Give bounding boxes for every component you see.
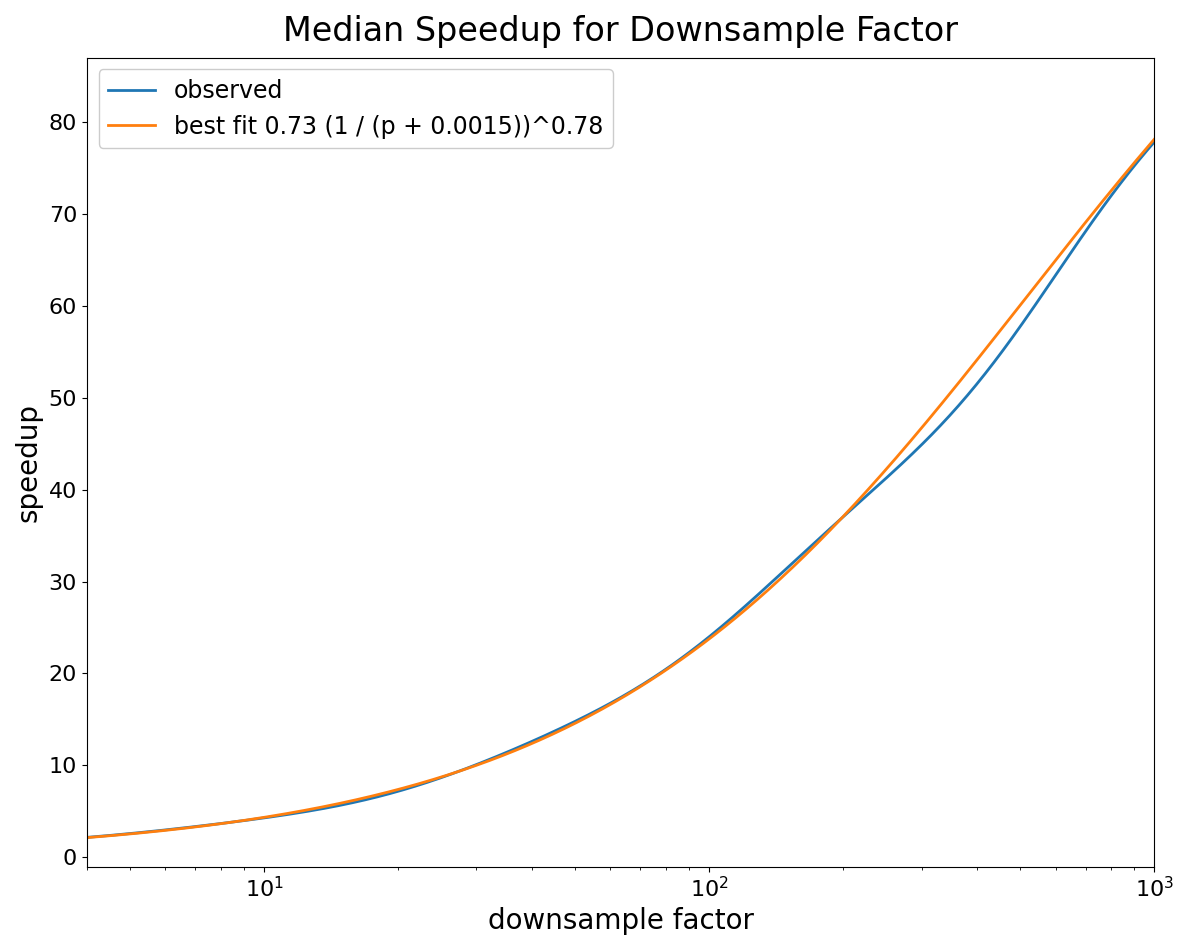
observed	[562, 718, 577, 730]
best fit 0.73 (1 / (p + 0.0015))^0.78	[354, 793, 369, 805]
Legend: observed, best fit 0.73 (1 / (p + 0.0015))^0.78: observed, best fit 0.73 (1 / (p + 0.0015…	[99, 69, 614, 148]
X-axis label: downsample factor: downsample factor	[487, 907, 754, 935]
best fit 0.73 (1 / (p + 0.0015))^0.78	[793, 555, 807, 566]
observed	[709, 625, 723, 636]
observed	[1147, 136, 1162, 147]
best fit 0.73 (1 / (p + 0.0015))^0.78	[883, 459, 898, 470]
best fit 0.73 (1 / (p + 0.0015))^0.78	[709, 628, 723, 639]
observed	[883, 468, 898, 480]
observed	[354, 795, 369, 807]
best fit 0.73 (1 / (p + 0.0015))^0.78	[1147, 133, 1162, 144]
observed	[793, 551, 807, 562]
best fit 0.73 (1 / (p + 0.0015))^0.78	[562, 720, 577, 732]
observed	[269, 810, 283, 822]
best fit 0.73 (1 / (p + 0.0015))^0.78	[269, 809, 283, 821]
observed	[80, 831, 94, 843]
best fit 0.73 (1 / (p + 0.0015))^0.78	[80, 832, 94, 844]
Title: Median Speedup for Downsample Factor: Median Speedup for Downsample Factor	[283, 15, 958, 48]
Line: best fit 0.73 (1 / (p + 0.0015))^0.78: best fit 0.73 (1 / (p + 0.0015))^0.78	[87, 139, 1155, 838]
Y-axis label: speedup: speedup	[15, 403, 43, 522]
Line: observed: observed	[87, 142, 1155, 837]
